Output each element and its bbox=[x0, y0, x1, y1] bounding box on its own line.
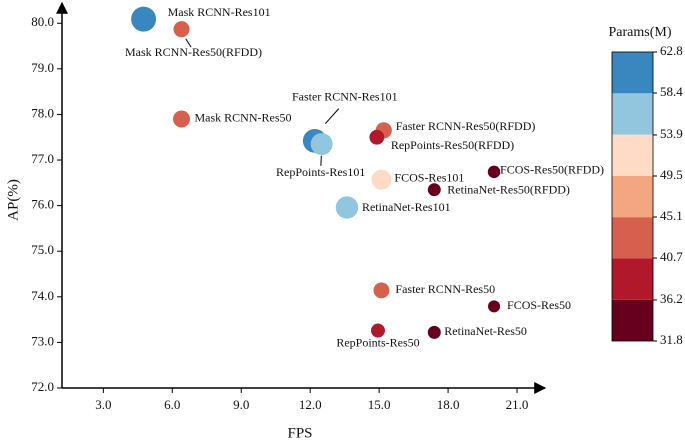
bubble bbox=[172, 110, 191, 128]
y-tick-label: 80.0 bbox=[31, 14, 54, 29]
point-label: Faster RCNN-Res50 bbox=[395, 282, 495, 296]
x-tick-label: 15.0 bbox=[368, 397, 391, 412]
y-axis-label: AP(%) bbox=[5, 179, 21, 221]
y-tick-label: 76.0 bbox=[31, 197, 54, 212]
bubble bbox=[371, 169, 392, 190]
colorbar-tick-label: 40.7 bbox=[660, 249, 683, 264]
leader-line bbox=[324, 108, 340, 125]
point-label: RetinaNet-Res50 bbox=[444, 324, 527, 338]
bubble bbox=[370, 323, 385, 338]
y-tick-label: 77.0 bbox=[31, 151, 54, 166]
y-tick-label: 73.0 bbox=[31, 333, 54, 348]
colorbar-tick-label: 31.8 bbox=[660, 332, 683, 347]
x-axis-label: FPS bbox=[287, 425, 312, 441]
point-label: FCOS-Res50(RFDD) bbox=[500, 163, 604, 177]
x-tick-label: 6.0 bbox=[164, 397, 180, 412]
bubble bbox=[373, 282, 390, 299]
colorbar-bin bbox=[612, 258, 653, 300]
bubble bbox=[427, 183, 441, 197]
x-tick-label: 18.0 bbox=[437, 397, 460, 412]
y-tick-label: 72.0 bbox=[31, 379, 54, 394]
point-label: Mask RCNN-Res101 bbox=[168, 5, 271, 19]
point-label: Faster RCNN-Res101 bbox=[292, 90, 398, 104]
point-label: FCOS-Res50 bbox=[507, 298, 571, 312]
colorbar-tick-label: 62.8 bbox=[660, 43, 683, 58]
x-tick-label: 21.0 bbox=[506, 397, 529, 412]
y-tick-label: 74.0 bbox=[31, 288, 54, 303]
bubble bbox=[131, 6, 157, 32]
colorbar-bin bbox=[612, 217, 653, 259]
point-label: RetinaNet-Res50(RFDD) bbox=[447, 182, 570, 196]
x-tick-label: 12.0 bbox=[299, 397, 322, 412]
bubble bbox=[173, 21, 190, 38]
point-label: Mask RCNN-Res50(RFDD) bbox=[125, 45, 262, 59]
point-label: RepPoints-Res50 bbox=[336, 335, 419, 349]
bubble bbox=[487, 300, 501, 313]
bubble bbox=[310, 133, 333, 156]
colorbar-bin bbox=[612, 299, 653, 341]
colorbar-tick-label: 53.9 bbox=[660, 126, 683, 141]
colorbar-tick-label: 58.4 bbox=[660, 84, 683, 99]
leader-line bbox=[185, 38, 192, 48]
x-tick-label: 3.0 bbox=[95, 397, 111, 412]
colorbar-bin bbox=[612, 175, 653, 218]
colorbar-bin bbox=[612, 134, 653, 176]
point-label: Faster RCNN-Res50(RFDD) bbox=[396, 119, 536, 133]
y-tick-label: 75.0 bbox=[31, 242, 54, 257]
point-label: FCOS-Res101 bbox=[394, 170, 464, 184]
point-label: RetinaNet-Res101 bbox=[362, 200, 451, 214]
point-label: RepPoints-Res101 bbox=[276, 165, 365, 179]
y-tick-label: 79.0 bbox=[31, 60, 54, 75]
bubble bbox=[427, 325, 441, 339]
colorbar-title: Params(M) bbox=[609, 25, 672, 40]
bubble bbox=[369, 129, 385, 145]
colorbar-frame bbox=[611, 51, 654, 342]
colorbar-tick-label: 45.1 bbox=[660, 208, 683, 223]
colorbar-tick-label: 36.2 bbox=[660, 291, 683, 306]
x-tick-label: 9.0 bbox=[233, 397, 249, 412]
point-label: RepPoints-Res50(RFDD) bbox=[391, 138, 514, 152]
colorbar-bin bbox=[612, 52, 653, 94]
bubble bbox=[487, 165, 501, 179]
colorbar-tick-label: 49.5 bbox=[660, 167, 683, 182]
colorbar-bin bbox=[612, 93, 653, 135]
point-label: Mask RCNN-Res50 bbox=[195, 111, 292, 125]
y-tick-label: 78.0 bbox=[31, 105, 54, 120]
bubble bbox=[335, 196, 359, 219]
